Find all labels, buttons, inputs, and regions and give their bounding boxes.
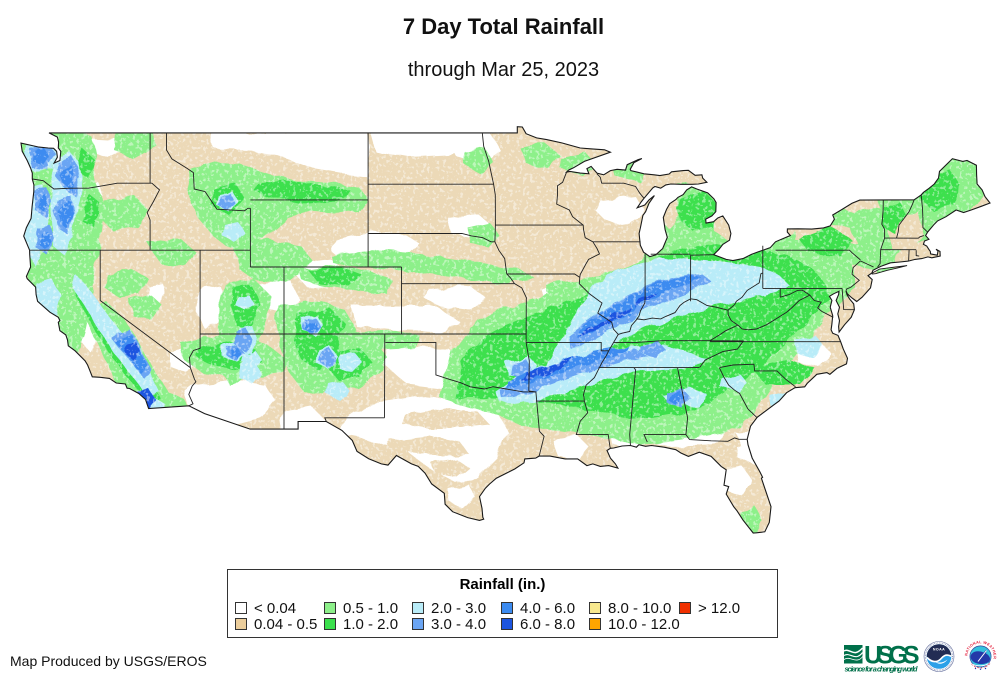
svg-text:science for a changing world: science for a changing world (845, 665, 918, 674)
svg-text:USGS: USGS (864, 642, 919, 670)
svg-text:NOAA: NOAA (933, 648, 945, 652)
